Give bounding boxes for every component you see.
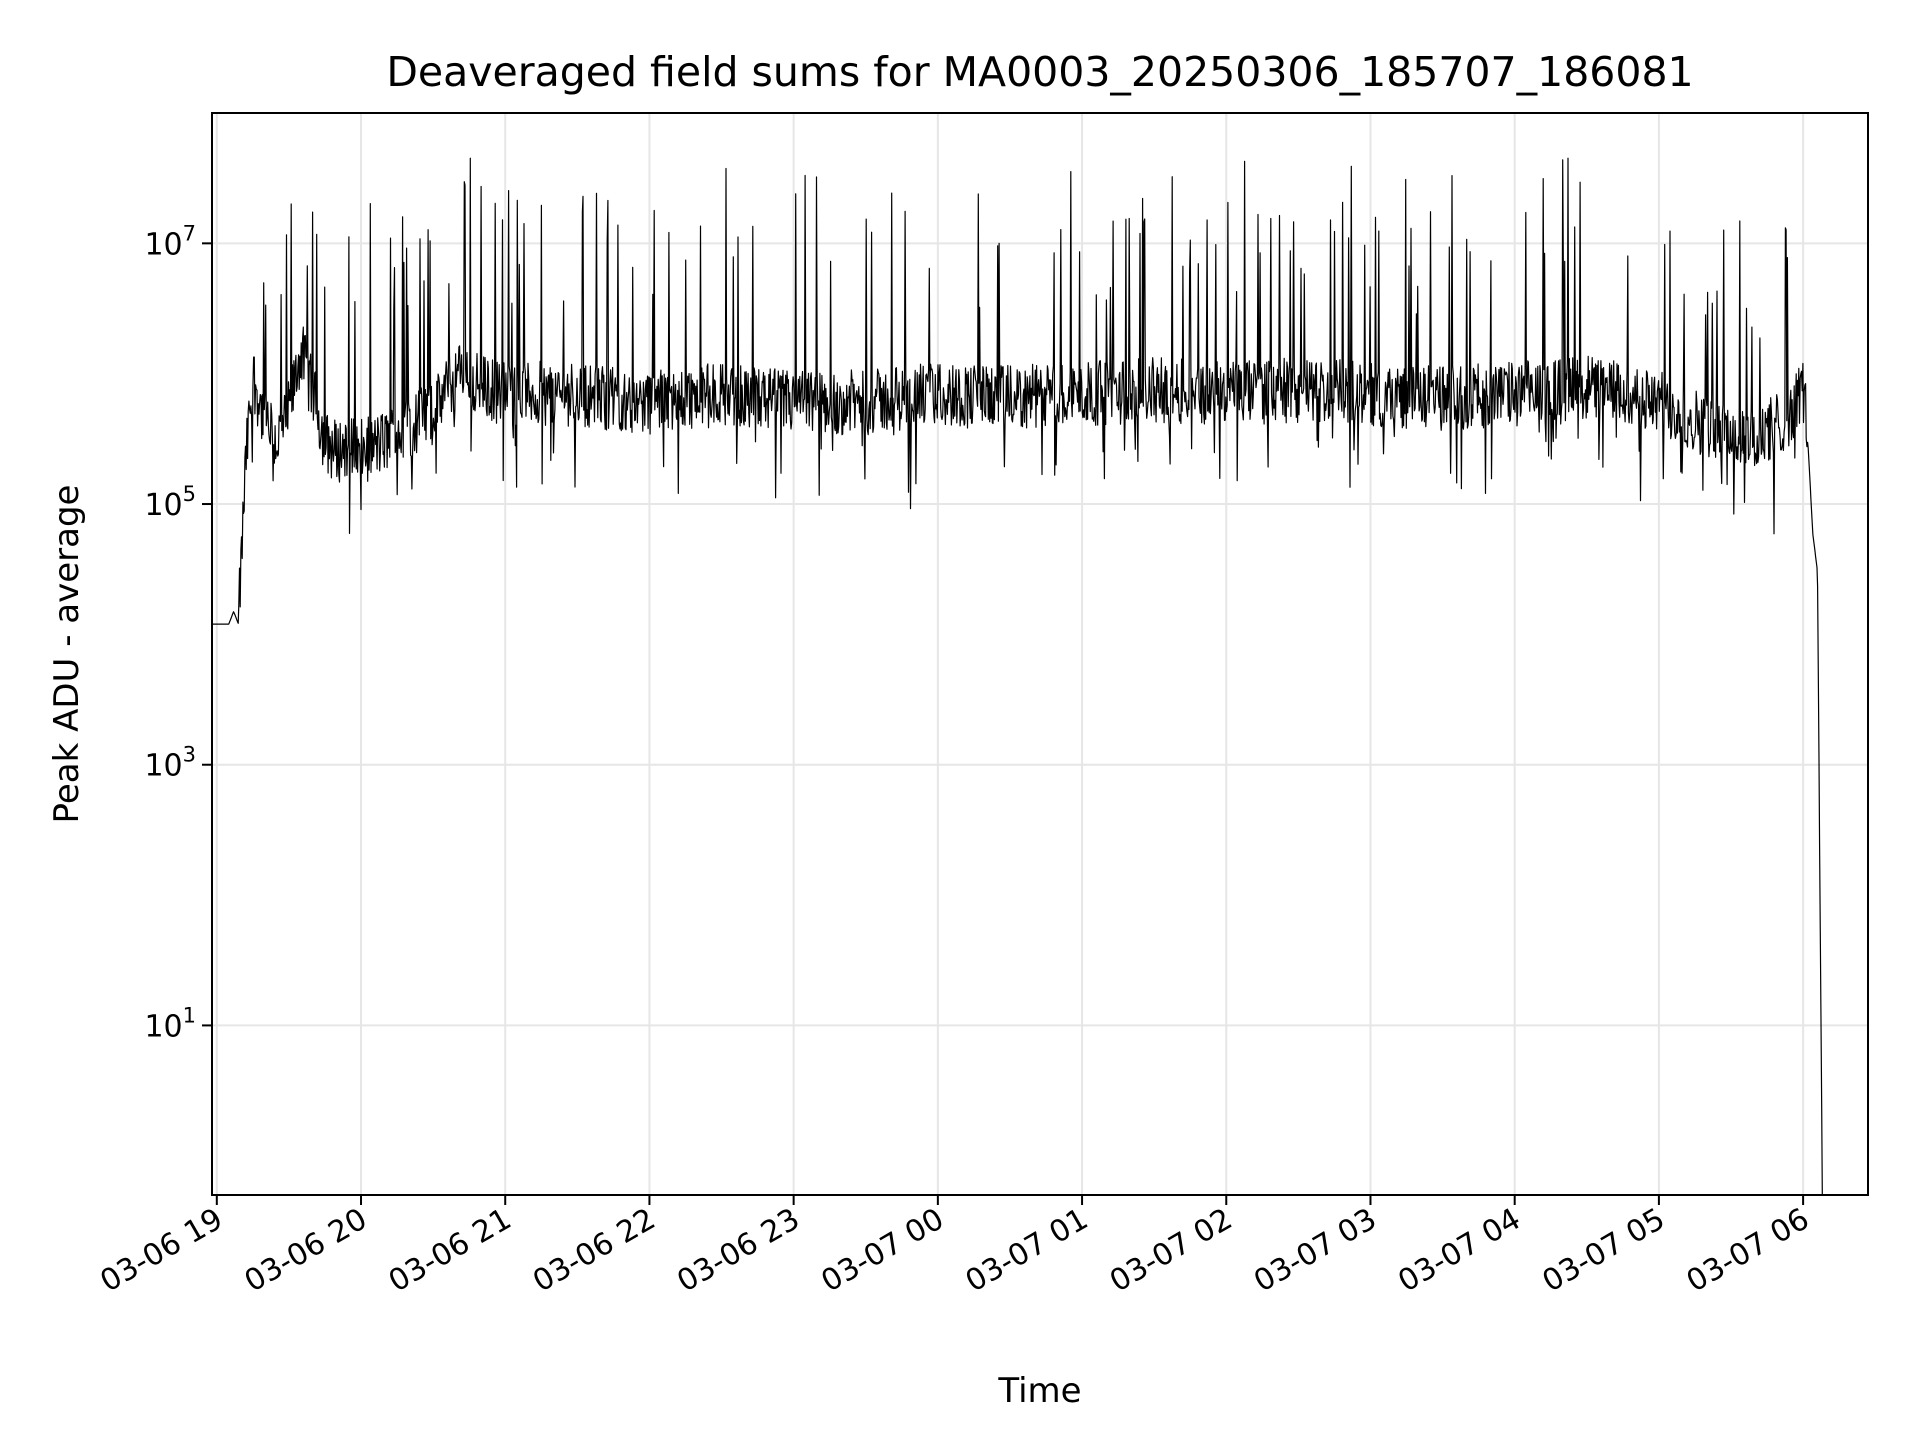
y-tick-label: 103 xyxy=(144,743,196,784)
series-line-group xyxy=(212,157,1823,1196)
chart-title: Deaveraged field sums for MA0003_2025030… xyxy=(386,48,1693,96)
y-axis-title: Peak ADU - average xyxy=(47,485,87,824)
y-tick-label: 105 xyxy=(144,482,196,523)
x-axis-title: Time xyxy=(997,1371,1081,1411)
series-line xyxy=(212,157,1823,1196)
plot-frame xyxy=(211,112,1869,1196)
y-axis: 101 103 105 107 xyxy=(144,221,212,1044)
y-tick-label: 107 xyxy=(144,221,196,262)
y-tick-label: 101 xyxy=(144,1003,196,1044)
